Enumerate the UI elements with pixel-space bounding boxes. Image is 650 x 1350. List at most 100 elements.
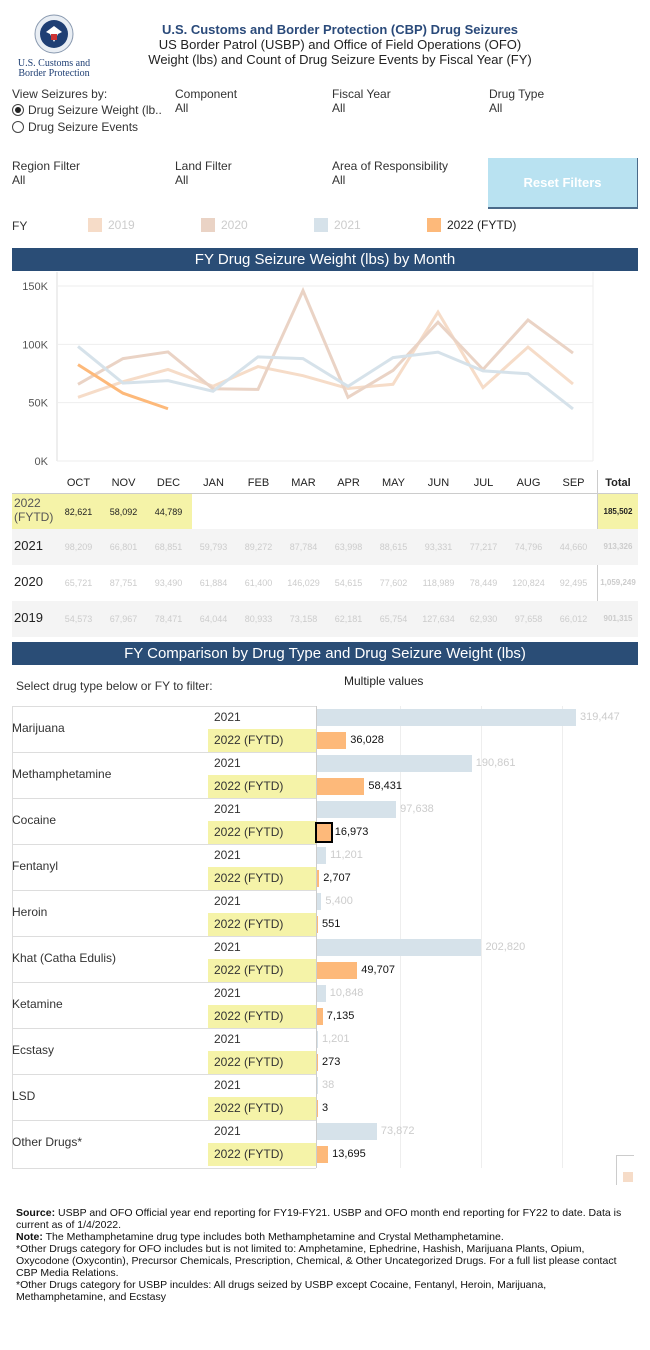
- table-cell: 63,998: [334, 542, 363, 552]
- bar-2022[interactable]: [317, 778, 365, 795]
- row-year[interactable]: 2022 (FYTD): [14, 496, 54, 524]
- drug-type-label[interactable]: Fentanyl: [12, 859, 59, 873]
- year-label-2021[interactable]: 2021: [214, 894, 241, 908]
- year-label-2021[interactable]: 2021: [214, 1124, 241, 1138]
- row-year[interactable]: 2019: [14, 610, 43, 625]
- bar-2022[interactable]: [317, 870, 320, 887]
- year-label-2021[interactable]: 2021: [214, 848, 241, 862]
- year-label-2021[interactable]: 2021: [214, 940, 241, 954]
- row-year[interactable]: 2021: [14, 538, 43, 553]
- year-label-2022[interactable]: 2022 (FYTD): [208, 775, 316, 798]
- bar-value-2021: 38: [322, 1079, 335, 1091]
- table-cell: 93,331: [424, 542, 453, 552]
- table-cell: 78,471: [154, 614, 183, 624]
- filter-label: Region Filter: [12, 159, 81, 173]
- source-text: USBP and OFO Official year end reporting…: [16, 1207, 622, 1231]
- radio-weight[interactable]: Drug Seizure Weight (lb..: [12, 103, 162, 117]
- year-label-2021[interactable]: 2021: [214, 986, 241, 1000]
- bar-value-2021: 97,638: [400, 803, 434, 815]
- year-label-2022[interactable]: 2022 (FYTD): [208, 1097, 316, 1120]
- series-line-2022-fytd-[interactable]: [77, 363, 169, 411]
- page-title: U.S. Customs and Border Protection (CBP)…: [161, 22, 519, 37]
- bar-2022[interactable]: [317, 1054, 318, 1071]
- land-filter[interactable]: Land Filter All: [175, 159, 232, 187]
- fiscal-year-filter[interactable]: Fiscal Year All: [332, 87, 391, 115]
- bar-2021[interactable]: [317, 847, 327, 864]
- year-label-2022[interactable]: 2022 (FYTD): [208, 959, 316, 982]
- bar-value-2021: 319,447: [580, 711, 620, 723]
- drug-type-label[interactable]: Other Drugs*: [12, 1135, 83, 1149]
- drug-type-label[interactable]: Ketamine: [12, 997, 63, 1011]
- bar-2021[interactable]: [317, 939, 482, 956]
- bar-2021[interactable]: [317, 893, 322, 910]
- year-label-2021[interactable]: 2021: [214, 1078, 241, 1092]
- year-label-2022[interactable]: 2022 (FYTD): [208, 821, 316, 844]
- year-label-2021[interactable]: 2021: [214, 802, 241, 816]
- aor-filter[interactable]: Area of Responsibility All: [332, 159, 448, 187]
- table-cell: 73,158: [289, 614, 318, 624]
- year-label-2022[interactable]: 2022 (FYTD): [208, 729, 316, 752]
- monthly-line-chart[interactable]: 0K 50K 100K 150K: [0, 272, 650, 472]
- drug-type-label[interactable]: Cocaine: [12, 813, 57, 827]
- bar-2021[interactable]: [317, 801, 397, 818]
- bar-2021[interactable]: [317, 1077, 318, 1094]
- bar-2022[interactable]: [317, 732, 347, 749]
- drug-type-label[interactable]: Heroin: [12, 905, 48, 919]
- year-label-2022[interactable]: 2022 (FYTD): [208, 1005, 316, 1028]
- subtitle-1: US Border Patrol (USBP) and Office of Fi…: [158, 37, 522, 52]
- bar-value-2021: 73,872: [380, 1125, 415, 1137]
- row-bg: [12, 601, 638, 637]
- y-tick-label: 0K: [35, 456, 49, 468]
- table-cell: 54,573: [64, 614, 93, 624]
- row-rule: [12, 1120, 316, 1121]
- drug-type-filter[interactable]: Drug Type All: [489, 87, 544, 115]
- filter-value: All: [489, 101, 503, 115]
- bar-value-2021: 1,201: [322, 1033, 350, 1045]
- bar-value-2021: 11,201: [330, 849, 363, 861]
- bar-2022[interactable]: [317, 1100, 318, 1117]
- row-rule: [12, 936, 316, 937]
- radio-events[interactable]: Drug Seizure Events: [12, 120, 138, 134]
- year-label-2022[interactable]: 2022 (FYTD): [208, 867, 316, 890]
- component-filter[interactable]: Component All: [175, 87, 237, 115]
- bar-2022[interactable]: [317, 1008, 323, 1025]
- bar-2022[interactable]: [317, 1146, 329, 1163]
- legend-2019[interactable]: 2019: [88, 218, 135, 232]
- drug-type-label[interactable]: Ecstasy: [12, 1043, 55, 1057]
- series-line-2020[interactable]: [77, 286, 574, 400]
- year-label-2021[interactable]: 2021: [214, 1032, 241, 1046]
- bar-2022[interactable]: [317, 962, 358, 979]
- table-cell: 87,784: [289, 542, 318, 552]
- bar-2022[interactable]: [315, 822, 333, 843]
- radio-selected-icon: [12, 104, 24, 116]
- table-cell: 93,490: [154, 578, 183, 588]
- bar-2021[interactable]: [317, 985, 326, 1002]
- row-year[interactable]: 2020: [14, 574, 43, 589]
- legend-2022[interactable]: 2022 (FYTD): [427, 218, 516, 232]
- year-label-2021[interactable]: 2021: [214, 756, 241, 770]
- legend-2020[interactable]: 2020: [201, 218, 248, 232]
- year-label-2022[interactable]: 2022 (FYTD): [208, 913, 316, 936]
- total-header: Total: [605, 477, 631, 489]
- series-line-2019[interactable]: [77, 309, 574, 399]
- bar-2021[interactable]: [317, 1123, 377, 1140]
- region-filter[interactable]: Region Filter All: [12, 159, 80, 187]
- bar-2021[interactable]: [317, 709, 576, 726]
- drug-type-label[interactable]: LSD: [12, 1089, 36, 1103]
- drug-type-label[interactable]: Marijuana: [12, 721, 65, 735]
- drug-type-label[interactable]: Methamphetamine: [12, 767, 112, 781]
- drug-type-label[interactable]: Khat (Catha Edulis): [12, 951, 117, 965]
- reset-filters-button[interactable]: Reset Filters: [488, 158, 638, 209]
- series-line-2021[interactable]: [77, 345, 574, 411]
- bar-2021[interactable]: [317, 1031, 318, 1048]
- year-label-2022[interactable]: 2022 (FYTD): [208, 1143, 316, 1166]
- bar-2022[interactable]: [317, 916, 318, 933]
- line-chart-title: FY Drug Seizure Weight (lbs) by Month: [12, 248, 638, 271]
- row-total: 185,502: [603, 507, 633, 516]
- year-label-2022[interactable]: 2022 (FYTD): [208, 1051, 316, 1074]
- bar-2021[interactable]: [317, 755, 472, 772]
- other-drugs-usbp-note: *Other Drugs category for USBP inculdes:…: [16, 1279, 547, 1303]
- table-cell: 87,751: [109, 578, 138, 588]
- year-label-2021[interactable]: 2021: [214, 710, 241, 724]
- legend-2021[interactable]: 2021: [314, 218, 361, 232]
